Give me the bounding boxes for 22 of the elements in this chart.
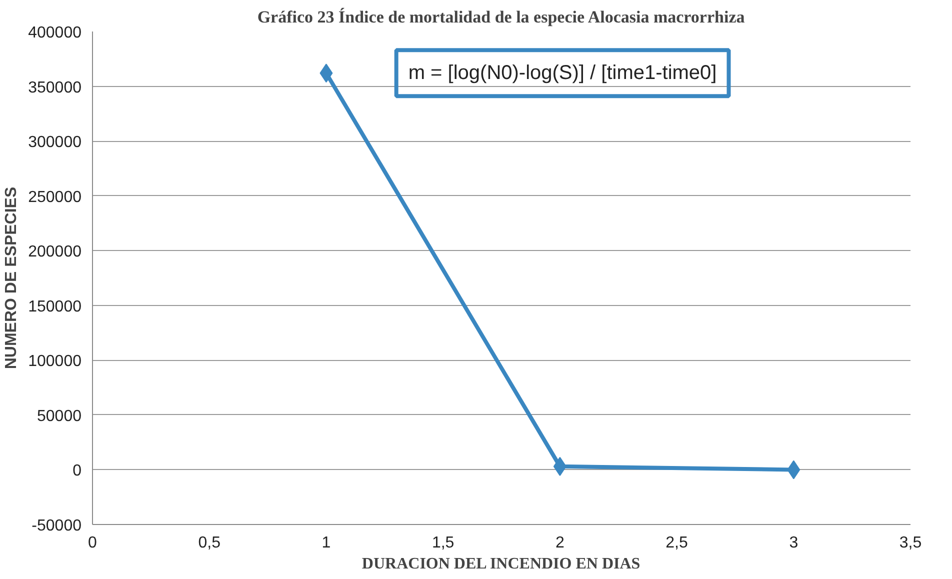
x-tick-label: 1,5: [432, 534, 454, 552]
y-tick-label: 150000: [28, 298, 82, 316]
y-tick-label: 50000: [37, 408, 82, 425]
x-tick-label: 2,5: [666, 534, 688, 552]
y-tick-label: 100000: [28, 353, 82, 370]
y-tick-label: 400000: [28, 24, 82, 42]
chart-title: Gráfico 23 Índice de mortalidad de la especie Alocasia macrorrhiza: [257, 8, 746, 26]
y-tick-label: 300000: [28, 134, 82, 152]
y-tick-label: 200000: [28, 244, 82, 261]
x-tick-label: 3: [789, 534, 798, 552]
annotation: m = [log(N0)-log(S)] / [time1-time0]: [408, 62, 717, 84]
x-tick-label: 2: [555, 534, 564, 552]
x-tick-label: 3,5: [899, 534, 922, 552]
x-axis-title: DURACION DEL INCENDIO EN DIAS: [362, 556, 640, 572]
y-axis-title: NUMERO DE ESPECIES: [3, 186, 20, 370]
y-tick-label: -50000: [32, 518, 82, 534]
y-tick-label: 350000: [28, 79, 82, 96]
x-tick-label: 0,5: [198, 534, 221, 552]
x-tick-label: 1: [322, 534, 331, 552]
y-tick-label: 0: [72, 462, 82, 480]
y-tick-label: 250000: [28, 188, 82, 206]
x-tick-label: 0: [88, 534, 98, 552]
